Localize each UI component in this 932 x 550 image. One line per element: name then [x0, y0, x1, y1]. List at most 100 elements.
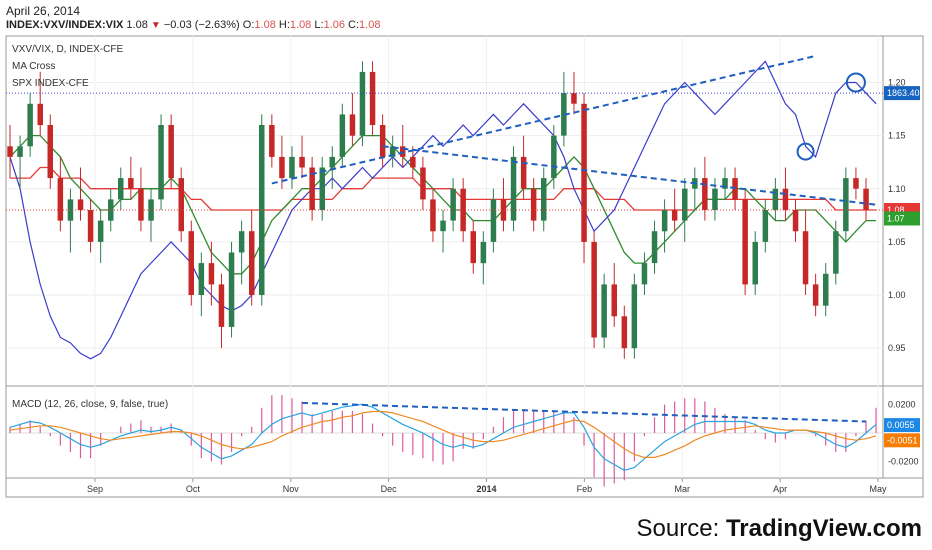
signal-value-badge: -0.0051: [887, 435, 918, 445]
trendline-down: [382, 145, 877, 206]
x-tick-label: 2014: [476, 484, 496, 494]
candle-body: [128, 178, 134, 189]
candle-body: [682, 188, 688, 221]
candle-body: [762, 210, 769, 242]
candle-body: [289, 156, 295, 179]
candle-body: [812, 284, 819, 306]
source-prefix: Source:: [636, 515, 726, 542]
candle-body: [410, 156, 416, 168]
candle-body: [430, 199, 436, 232]
candle-body: [530, 188, 537, 221]
chart-frame: [5, 35, 924, 498]
candle-body: [500, 199, 507, 221]
macd-legend: MACD (12, 26, close, 9, false, true): [12, 399, 168, 410]
candle-body: [601, 284, 607, 338]
candle-body: [208, 263, 215, 285]
candle-body: [490, 199, 497, 242]
macd-value-badge: 0.0055: [887, 420, 915, 430]
candle-body: [671, 210, 678, 221]
quote-line: INDEX:VXV/INDEX:VIX 1.08 ▼ −0.03 (−2.63%…: [6, 19, 380, 31]
y-tick-label: 1.10: [888, 184, 906, 194]
candle-body: [470, 231, 476, 264]
macd-pane[interactable]: [6, 395, 883, 487]
candle-body: [319, 167, 325, 210]
candle-body: [87, 210, 94, 242]
candle-body: [188, 231, 194, 295]
candle-body: [400, 146, 406, 157]
macd-tick-label: -0.0200: [888, 457, 919, 467]
down-triangle-icon: ▼: [150, 20, 161, 31]
candle-body: [541, 178, 547, 221]
candle-body: [621, 316, 628, 349]
candle-body: [178, 178, 184, 232]
candle-body: [510, 156, 517, 221]
candle-body: [631, 284, 638, 349]
candle-body: [823, 273, 829, 306]
candle-body: [702, 178, 708, 210]
spx-line: [9, 60, 877, 360]
x-tick-label: Dec: [381, 484, 398, 494]
candle-body: [17, 146, 23, 157]
candle-body: [551, 135, 557, 179]
candle-body: [782, 188, 789, 210]
candle-body: [520, 156, 527, 189]
high-label: H:: [278, 19, 290, 31]
ma-price-badge-bg: [884, 211, 920, 226]
signal-line: [9, 410, 877, 458]
candle-body: [158, 125, 164, 200]
x-tick-label: Sep: [87, 484, 103, 494]
close-value: 1.08: [359, 19, 381, 31]
candle-body: [198, 263, 205, 295]
candle-body: [47, 125, 53, 179]
candle-body: [742, 199, 748, 285]
y-tick-label: 1.00: [888, 290, 906, 300]
legend-series: VXV/VIX, D, INDEX-CFE: [12, 44, 123, 55]
macd-tick-label: 0.0200: [888, 399, 916, 409]
y-tick-label: 1.15: [888, 131, 906, 141]
x-tick-label: Feb: [577, 484, 593, 494]
price-change: −0.03 (−2.63%): [163, 19, 240, 31]
candle-body: [792, 210, 799, 232]
candle-body: [359, 71, 366, 136]
candle-body: [772, 188, 779, 210]
candle-body: [440, 220, 446, 232]
open-label: O:: [242, 19, 255, 31]
macd-trendline: [302, 401, 867, 423]
close-label: C:: [348, 19, 360, 31]
x-tick-label: May: [869, 484, 887, 494]
candle-body: [651, 231, 658, 264]
candle-body: [228, 252, 235, 327]
candle-body: [148, 199, 154, 221]
candle-body: [863, 188, 869, 210]
moving-averages: [9, 134, 877, 275]
symbol-label[interactable]: INDEX:VXV/INDEX:VIX: [6, 19, 124, 31]
candle-body: [611, 284, 617, 317]
candle-body: [279, 156, 285, 179]
close-price-badge: 1.08: [887, 205, 905, 215]
x-tick-label: Apr: [773, 484, 787, 494]
candle-body: [27, 103, 33, 147]
candle-body: [379, 125, 386, 157]
candle-body: [108, 199, 114, 221]
high-marker-circle: [845, 72, 866, 93]
candle-body: [581, 103, 587, 242]
candle-body: [722, 178, 728, 189]
candle-body: [571, 93, 577, 104]
candle-body: [269, 125, 275, 157]
candle-body: [218, 284, 225, 327]
candle-body: [67, 199, 74, 221]
candle-body: [752, 241, 758, 285]
y-tick-label: 1.20: [888, 78, 906, 88]
x-tick-label: Oct: [186, 484, 201, 494]
candle-body: [712, 188, 718, 210]
candle-body: [460, 188, 466, 232]
candle-body: [138, 188, 144, 221]
candle-body: [843, 178, 849, 232]
price-badges: 1863.40 1.081.07 0.0055 -0.0051: [884, 86, 920, 448]
legend-spx: SPX INDEX-CFE: [12, 78, 89, 89]
source-brand: TradingView.com: [725, 515, 922, 542]
candle-body: [97, 220, 104, 242]
low-value: 1.06: [323, 19, 345, 31]
chart-date: April 26, 2014: [6, 4, 81, 18]
